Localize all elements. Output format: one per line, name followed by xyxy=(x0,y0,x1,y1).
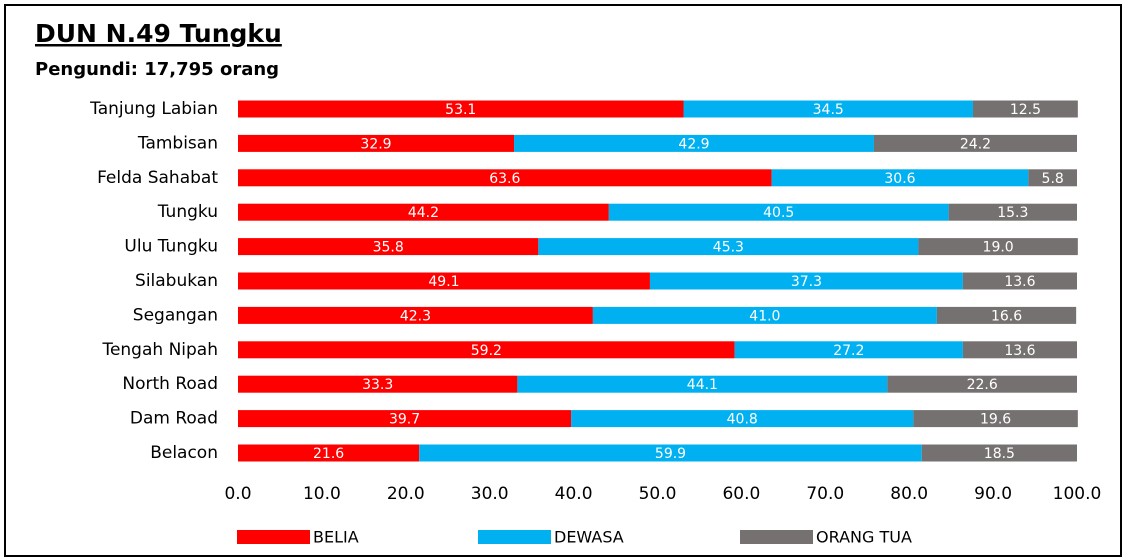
y-tick-label: Tanjung Labian xyxy=(89,99,218,119)
bar-segment xyxy=(238,100,684,118)
bar-segment xyxy=(771,169,1029,187)
x-tick-label: 50.0 xyxy=(639,484,677,504)
y-tick-label: Tengah Nipah xyxy=(101,340,218,360)
data-label: 19.0 xyxy=(983,240,1014,256)
legend-label: ORANG TUA xyxy=(816,528,912,547)
data-label: 15.3 xyxy=(997,205,1028,221)
bar-segment xyxy=(649,272,963,290)
y-tick-label: Tambisan xyxy=(137,133,218,153)
data-label: 45.3 xyxy=(713,240,744,256)
data-label: 42.3 xyxy=(400,308,431,324)
data-label: 44.2 xyxy=(408,205,439,221)
data-label: 42.9 xyxy=(678,136,709,152)
x-tick-label: 20.0 xyxy=(387,484,425,504)
y-tick-label: Dam Road xyxy=(130,409,218,429)
data-label: 5.8 xyxy=(1042,171,1064,187)
bar-segment xyxy=(571,410,914,428)
data-label: 34.5 xyxy=(813,102,844,118)
y-tick-label: North Road xyxy=(122,374,218,394)
bar-segment xyxy=(918,238,1078,256)
data-label: 32.9 xyxy=(360,136,391,152)
legend-swatch xyxy=(237,530,310,544)
x-tick-label: 70.0 xyxy=(806,484,844,504)
x-tick-label: 90.0 xyxy=(974,484,1012,504)
x-tick-label: 100.0 xyxy=(1053,484,1102,504)
data-label: 37.3 xyxy=(791,274,822,290)
bar-segment xyxy=(419,444,922,462)
data-label: 59.2 xyxy=(471,343,502,359)
bar-segment xyxy=(683,100,973,118)
legend-swatch xyxy=(740,530,813,544)
bar-segment xyxy=(873,134,1077,152)
y-tick-label: Silabukan xyxy=(135,271,218,291)
data-label: 63.6 xyxy=(489,171,520,187)
x-tick-label: 0.0 xyxy=(224,484,251,504)
bar-segment xyxy=(514,134,874,152)
bar-segment xyxy=(238,444,420,462)
data-label: 13.6 xyxy=(1004,343,1035,359)
data-label: 13.6 xyxy=(1004,274,1035,290)
bar-segment xyxy=(913,410,1078,428)
data-label: 53.1 xyxy=(445,102,476,118)
data-label: 49.1 xyxy=(428,274,459,290)
x-tick-label: 60.0 xyxy=(722,484,760,504)
data-label: 33.3 xyxy=(362,377,393,393)
y-tick-label: Ulu Tungku xyxy=(124,237,218,257)
data-label: 40.5 xyxy=(763,205,794,221)
bar-segment xyxy=(887,375,1077,393)
data-label: 27.2 xyxy=(833,343,864,359)
bar-segment xyxy=(962,272,1077,290)
bar-segment xyxy=(936,306,1077,324)
bar-segment xyxy=(972,100,1078,118)
bar-segment xyxy=(238,410,572,428)
bar-segment xyxy=(592,306,937,324)
data-label: 12.5 xyxy=(1010,102,1041,118)
bar-segment xyxy=(238,203,609,221)
bar-segment xyxy=(517,375,888,393)
data-label: 21.6 xyxy=(313,446,344,462)
bar-segment xyxy=(238,375,518,393)
data-label: 40.8 xyxy=(727,412,758,428)
data-label: 16.6 xyxy=(991,308,1022,324)
bar-segment xyxy=(962,341,1077,359)
y-tick-label: Segangan xyxy=(133,305,218,325)
bar-segment xyxy=(538,238,919,256)
data-label: 30.6 xyxy=(884,171,915,187)
data-label: 59.9 xyxy=(655,446,686,462)
data-label: 24.2 xyxy=(960,136,991,152)
data-label: 18.5 xyxy=(984,446,1015,462)
data-label: 41.0 xyxy=(749,308,780,324)
data-label: 19.6 xyxy=(980,412,1011,428)
bar-segment xyxy=(238,238,539,256)
chart-subtitle: Pengundi: 17,795 orang xyxy=(35,59,279,80)
chart-title: DUN N.49 Tungku xyxy=(35,19,282,48)
bar-segment xyxy=(608,203,949,221)
bar-segment xyxy=(238,341,735,359)
data-label: 44.1 xyxy=(687,377,718,393)
x-tick-label: 30.0 xyxy=(471,484,509,504)
legend-label: BELIA xyxy=(313,528,359,547)
y-tick-label: Felda Sahabat xyxy=(97,168,218,188)
bar-segment xyxy=(238,134,515,152)
bar-segment xyxy=(238,306,593,324)
bar-segment xyxy=(921,444,1077,462)
data-label: 35.8 xyxy=(373,240,404,256)
y-tick-label: Tungku xyxy=(157,202,218,222)
legend-swatch xyxy=(478,530,551,544)
x-tick-label: 80.0 xyxy=(890,484,928,504)
bar-segment xyxy=(238,272,650,290)
bar-segment xyxy=(238,169,772,187)
bar-segment xyxy=(734,341,963,359)
legend-label: DEWASA xyxy=(554,528,624,547)
y-tick-label: Belacon xyxy=(150,443,218,463)
data-label: 39.7 xyxy=(389,412,420,428)
x-tick-label: 10.0 xyxy=(303,484,341,504)
x-tick-label: 40.0 xyxy=(555,484,593,504)
bar-segment xyxy=(948,203,1077,221)
data-label: 22.6 xyxy=(967,377,998,393)
bar-segment xyxy=(1028,169,1077,187)
